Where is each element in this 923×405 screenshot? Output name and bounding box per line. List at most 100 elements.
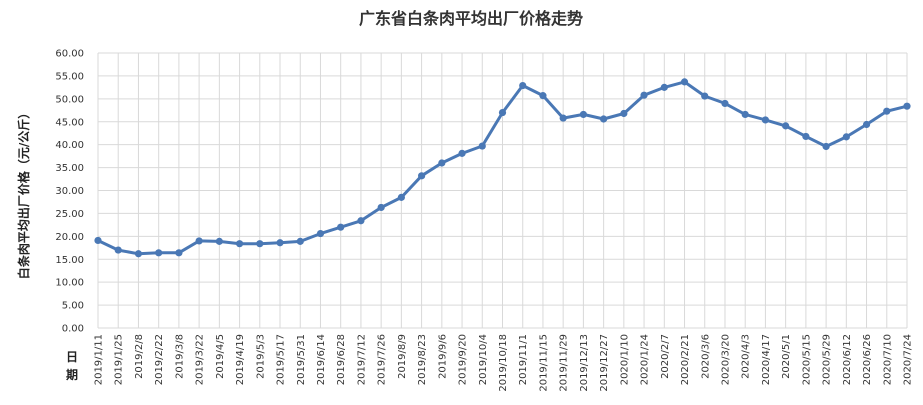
data-point [519, 81, 527, 90]
data-point [256, 240, 264, 248]
y-axis-label: 白条肉平均出厂价格（元/公斤） [16, 107, 31, 279]
data-point [640, 91, 648, 99]
y-tick-label: 5.00 [62, 301, 84, 312]
data-point [680, 78, 689, 86]
y-tick-label: 40.00 [55, 140, 84, 151]
data-point [438, 159, 446, 167]
x-tick-label: 2020/1/10 [619, 334, 630, 385]
data-point [741, 110, 749, 119]
x-tick-label: 2019/4/19 [235, 334, 246, 385]
x-tick-label: 2019/11/15 [538, 334, 549, 392]
x-tick-label: 2019/5/31 [296, 334, 307, 385]
x-tick-label: 2019/9/20 [458, 334, 469, 385]
y-tick-label: 10.00 [55, 278, 84, 289]
y-tick-label: 25.00 [55, 209, 84, 220]
data-point [539, 92, 547, 100]
data-point [215, 237, 223, 245]
x-tick-label: 2019/1/25 [114, 334, 125, 385]
x-tick-label: 2019/1/11 [94, 334, 105, 385]
data-point [883, 107, 891, 115]
data-point [842, 133, 850, 141]
x-tick-label: 2019/9/6 [437, 334, 448, 379]
data-point [903, 102, 911, 110]
x-tick-label: 2020/4/17 [761, 334, 772, 385]
x-tick-label: 2019/8/23 [417, 334, 428, 385]
data-point [357, 217, 365, 225]
data-point [235, 240, 244, 248]
x-tick-label: 2019/5/17 [276, 334, 287, 385]
x-tick-label: 2019/11/1 [518, 334, 529, 385]
x-tick-label: 2019/8/9 [397, 334, 408, 379]
data-point [478, 142, 486, 150]
data-point [155, 249, 163, 257]
x-tick-label: 2019/12/27 [599, 334, 610, 392]
x-tick-label: 2019/5/3 [255, 334, 266, 379]
x-tick-label: 2019/4/5 [215, 334, 226, 379]
data-point [316, 229, 325, 238]
x-tick-label: 2019/10/4 [478, 334, 489, 385]
y-tick-label: 55.00 [55, 71, 84, 82]
y-tick-label: 20.00 [55, 232, 84, 243]
data-point [862, 120, 871, 129]
x-tick-label: 2019/7/12 [356, 334, 367, 385]
chart-title: 广东省白条肉平均出厂价格走势 [359, 9, 583, 28]
x-tick-label: 2019/12/13 [579, 334, 590, 392]
data-point [296, 237, 304, 245]
y-tick-label: 50.00 [55, 94, 84, 105]
data-point [620, 109, 628, 118]
x-tick-label: 2019/7/26 [377, 334, 388, 385]
data-point [114, 246, 122, 254]
x-tick-label: 2020/1/24 [640, 334, 651, 385]
y-tick-label: 35.00 [55, 163, 84, 174]
data-point [701, 92, 709, 100]
data-point [782, 122, 790, 130]
data-point [458, 149, 466, 157]
data-point [579, 110, 588, 119]
x-tick-label: 2019/2/22 [154, 334, 165, 385]
data-point [802, 132, 810, 141]
data-point [498, 108, 507, 117]
x-tick-label: 2020/5/1 [781, 334, 792, 379]
y-tick-label: 15.00 [55, 255, 84, 266]
x-tick-label: 2019/3/8 [174, 334, 185, 379]
data-point [94, 236, 102, 245]
x-tick-label: 2020/7/24 [903, 334, 914, 385]
x-tick-label: 2020/3/6 [700, 334, 711, 379]
y-tick-label: 45.00 [55, 117, 84, 128]
data-point [559, 114, 567, 122]
x-tick-label: 2019/6/28 [336, 334, 347, 385]
x-tick-label: 2020/5/29 [822, 334, 833, 385]
data-point [822, 142, 830, 151]
x-axis-label: 日 期 [66, 350, 82, 382]
data-point [761, 116, 770, 124]
y-tick-label: 30.00 [55, 186, 84, 197]
x-tick-label: 2019/3/22 [195, 334, 206, 385]
x-tick-label: 2019/2/8 [134, 334, 145, 379]
data-point [175, 249, 183, 257]
data-point [600, 115, 608, 123]
data-point [337, 223, 345, 231]
x-tick-label: 2020/5/15 [801, 334, 812, 385]
data-point [195, 237, 203, 245]
x-tick-label: 2020/2/7 [660, 334, 671, 379]
x-tick-label: 2020/6/26 [862, 334, 873, 385]
data-point [134, 250, 143, 258]
x-tick-label: 2020/4/3 [741, 334, 752, 379]
x-tick-label: 2019/6/14 [316, 334, 327, 385]
x-tick-label: 2020/7/10 [882, 334, 893, 385]
x-tick-label: 2019/11/29 [559, 334, 570, 392]
data-point [660, 83, 668, 91]
data-point [418, 172, 426, 180]
x-tick-label: 2020/6/12 [842, 334, 853, 385]
data-point [397, 193, 405, 201]
x-tick-label: 2020/2/21 [680, 334, 691, 385]
x-tick-label: 2020/3/20 [720, 334, 731, 385]
data-point [276, 239, 284, 247]
x-tick-label: 2019/10/18 [498, 334, 509, 392]
y-tick-label: 0.00 [62, 324, 84, 335]
y-tick-label: 60.00 [55, 49, 84, 60]
data-point [721, 99, 729, 108]
data-point [377, 203, 385, 212]
